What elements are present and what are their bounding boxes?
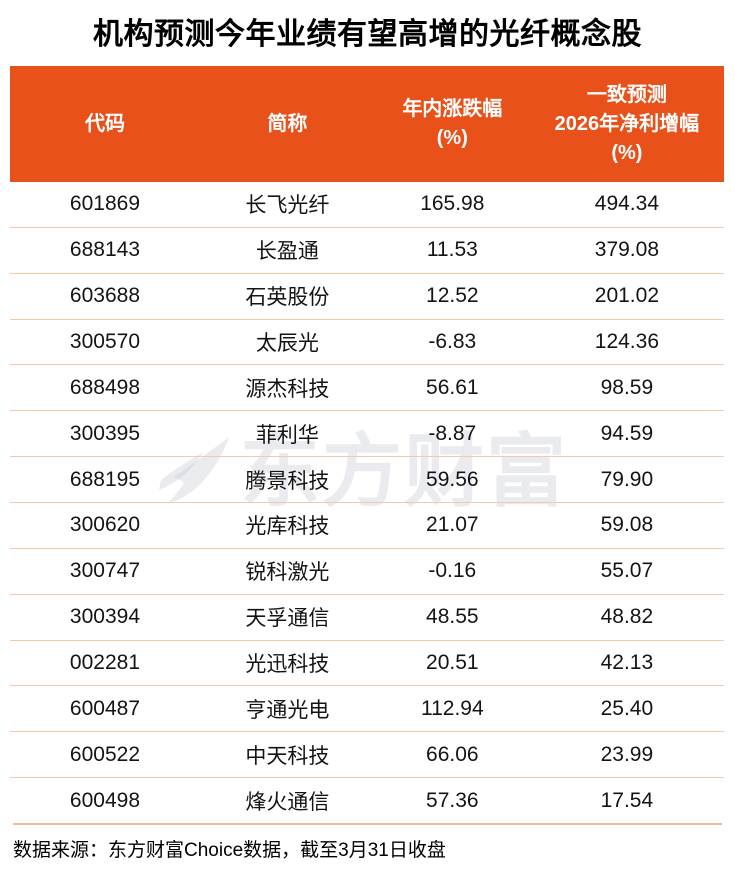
cell-name: 烽火通信 [245, 791, 330, 815]
table-row: 300747 锐科激光 -0.16 55.07 [10, 549, 724, 595]
cell-ytd-change: 48.55 [426, 605, 479, 629]
cell-code: 601869 [69, 192, 140, 216]
cell-code: 300395 [69, 421, 140, 445]
cell-forecast-growth: 48.82 [600, 605, 654, 629]
cell-code: 300747 [69, 559, 140, 583]
cell-name: 光库科技 [245, 515, 330, 539]
column-header: 代码 [84, 112, 125, 135]
cell-code: 300394 [69, 605, 140, 629]
cell-name: 源杰科技 [245, 377, 330, 401]
table-row: 300395 菲利华 -8.87 94.59 [10, 411, 724, 458]
column-header: 一致预测 2026年净利增幅 (%) [554, 83, 700, 164]
table-row: 002281 光迅科技 20.51 42.13 [10, 641, 724, 687]
table-row: 600498 烽火通信 57.36 17.54 [10, 778, 724, 824]
cell-code: 002281 [69, 651, 140, 675]
footer-divider [13, 823, 722, 825]
cell-forecast-growth: 55.07 [600, 559, 654, 583]
cell-name: 天孚通信 [245, 607, 330, 631]
table-header-row: 代码 简称 年内涨跌幅 (%) 一致预测 2026年净利增幅 (%) [10, 66, 724, 182]
cell-forecast-growth: 17.54 [600, 789, 654, 813]
cell-name: 长飞光纤 [245, 194, 330, 218]
cell-name: 石英股份 [245, 286, 330, 310]
column-header: 简称 [267, 112, 308, 135]
cell-forecast-growth: 98.59 [600, 375, 654, 399]
cell-forecast-growth: 59.08 [600, 513, 654, 537]
cell-name: 光迅科技 [245, 653, 330, 677]
cell-ytd-change: -8.87 [428, 421, 477, 445]
table-row: 601869 长飞光纤 165.98 494.34 [10, 182, 724, 228]
cell-name: 菲利华 [255, 423, 319, 447]
cell-ytd-change: 20.51 [426, 651, 479, 675]
cell-ytd-change: 57.36 [426, 789, 479, 813]
cell-code: 688498 [69, 375, 140, 399]
cell-name: 腾景科技 [245, 469, 330, 493]
cell-ytd-change: 56.61 [426, 375, 479, 399]
cell-name: 锐科激光 [245, 561, 330, 585]
cell-ytd-change: 66.06 [426, 742, 479, 766]
cell-ytd-change: 59.56 [426, 467, 479, 491]
table-row: 688143 长盈通 11.53 379.08 [10, 228, 724, 274]
cell-ytd-change: -6.83 [428, 330, 477, 353]
cell-ytd-change: 12.52 [426, 284, 479, 308]
cell-name: 中天科技 [245, 744, 330, 768]
cell-ytd-change: 11.53 [426, 238, 478, 262]
cell-name: 长盈通 [255, 240, 319, 264]
cell-code: 300620 [69, 513, 140, 537]
cell-code: 688143 [69, 238, 140, 262]
cell-code: 603688 [69, 284, 140, 308]
table-row: 603688 石英股份 12.52 201.02 [10, 274, 724, 320]
table-body: 601869 长飞光纤 165.98 494.34 688143 长盈通 11.53 379.… [10, 182, 724, 824]
cell-forecast-growth: 25.40 [600, 696, 654, 720]
cell-name: 亨通光电 [245, 698, 330, 722]
table-row: 300394 天孚通信 48.55 48.82 [10, 595, 724, 641]
cell-forecast-growth: 379.08 [594, 238, 659, 262]
cell-forecast-growth: 42.13 [600, 651, 654, 675]
table-row: 300570 太辰光 -6.83 124.36 [10, 320, 724, 366]
cell-ytd-change: 21.07 [426, 513, 479, 537]
column-header: 年内涨跌幅 (%) [402, 98, 503, 149]
cell-code: 688195 [69, 467, 140, 491]
table-row: 600487 亨通光电 112.94 25.40 [10, 686, 724, 733]
cell-ytd-change: 112.94 [420, 696, 484, 720]
cell-forecast-growth: 201.02 [594, 284, 659, 308]
cell-forecast-growth: 124.36 [594, 330, 659, 353]
cell-code: 300570 [69, 330, 140, 353]
data-source-note: 数据来源：东方财富Choice数据，截至3月31日收盘 [13, 840, 446, 861]
page-title: 机构预测今年业绩有望高增的光纤概念股 [93, 18, 642, 51]
cell-ytd-change: -0.16 [428, 559, 477, 583]
cell-code: 600498 [69, 789, 140, 813]
cell-forecast-growth: 494.34 [594, 192, 659, 216]
cell-forecast-growth: 94.59 [600, 421, 654, 445]
cell-forecast-growth: 23.99 [600, 742, 654, 766]
cell-forecast-growth: 79.90 [600, 467, 654, 491]
table-row: 600522 中天科技 66.06 23.99 [10, 732, 724, 779]
cell-name: 太辰光 [255, 332, 319, 355]
cell-code: 600522 [69, 742, 140, 766]
table-row: 688195 腾景科技 59.56 79.90 [10, 457, 724, 504]
table-row: 300620 光库科技 21.07 59.08 [10, 503, 724, 549]
cell-ytd-change: 165.98 [420, 192, 485, 216]
table-row: 688498 源杰科技 56.61 98.59 [10, 365, 724, 412]
cell-code: 600487 [69, 696, 140, 720]
